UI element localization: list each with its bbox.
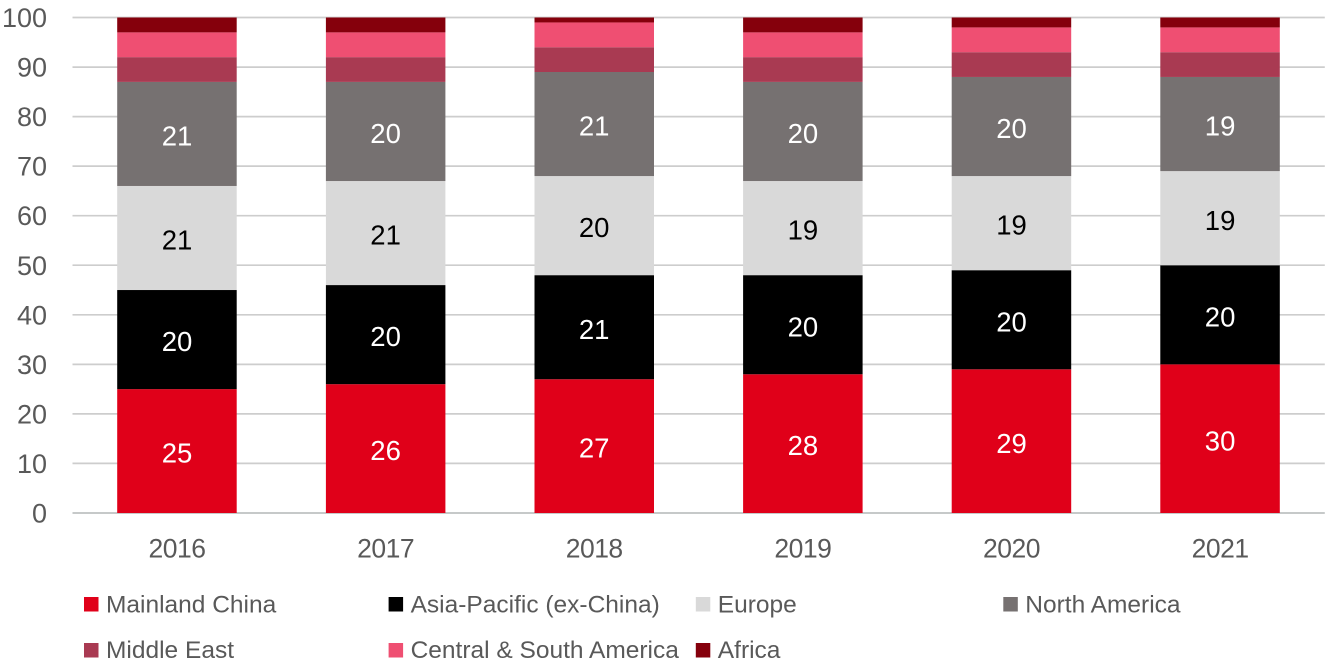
svg-text:40: 40: [17, 300, 47, 330]
svg-text:Africa: Africa: [718, 637, 781, 664]
svg-text:30: 30: [17, 350, 47, 380]
svg-text:20: 20: [370, 321, 401, 352]
svg-text:20: 20: [370, 118, 401, 149]
svg-text:21: 21: [579, 111, 610, 142]
svg-text:Central & South America: Central & South America: [411, 637, 680, 664]
svg-text:100: 100: [2, 3, 47, 33]
svg-text:2016: 2016: [149, 534, 206, 564]
svg-text:20: 20: [162, 326, 193, 357]
svg-text:27: 27: [579, 433, 610, 464]
svg-text:20: 20: [788, 118, 819, 149]
svg-text:20: 20: [17, 399, 47, 429]
svg-text:2017: 2017: [357, 534, 414, 564]
svg-text:Asia-Pacific (ex-China): Asia-Pacific (ex-China): [411, 592, 660, 619]
svg-text:Middle East: Middle East: [106, 637, 234, 664]
svg-text:2020: 2020: [983, 534, 1040, 564]
svg-text:19: 19: [996, 210, 1027, 241]
svg-text:19: 19: [788, 215, 819, 246]
svg-text:80: 80: [17, 102, 47, 132]
svg-text:0: 0: [32, 499, 47, 529]
svg-text:60: 60: [17, 201, 47, 231]
svg-text:26: 26: [370, 435, 401, 466]
svg-text:70: 70: [17, 152, 47, 182]
svg-text:19: 19: [1205, 205, 1236, 236]
svg-text:20: 20: [996, 113, 1027, 144]
svg-text:20: 20: [1205, 301, 1236, 332]
svg-text:29: 29: [996, 428, 1027, 459]
svg-text:50: 50: [17, 251, 47, 281]
svg-text:2019: 2019: [774, 534, 831, 564]
svg-text:21: 21: [162, 121, 193, 152]
svg-text:90: 90: [17, 53, 47, 83]
svg-text:Mainland China: Mainland China: [106, 592, 277, 619]
svg-text:2021: 2021: [1192, 534, 1249, 564]
svg-text:20: 20: [996, 306, 1027, 337]
svg-text:20: 20: [579, 212, 610, 243]
svg-text:10: 10: [17, 449, 47, 479]
svg-text:2018: 2018: [566, 534, 623, 564]
svg-text:30: 30: [1205, 425, 1236, 456]
svg-text:Europe: Europe: [718, 592, 797, 619]
svg-text:21: 21: [370, 220, 401, 251]
svg-text:21: 21: [162, 225, 193, 256]
svg-text:North America: North America: [1025, 592, 1181, 619]
svg-text:28: 28: [788, 430, 819, 461]
svg-text:19: 19: [1205, 111, 1236, 142]
svg-text:25: 25: [162, 438, 193, 469]
svg-text:20: 20: [788, 311, 819, 342]
svg-text:21: 21: [579, 314, 610, 345]
